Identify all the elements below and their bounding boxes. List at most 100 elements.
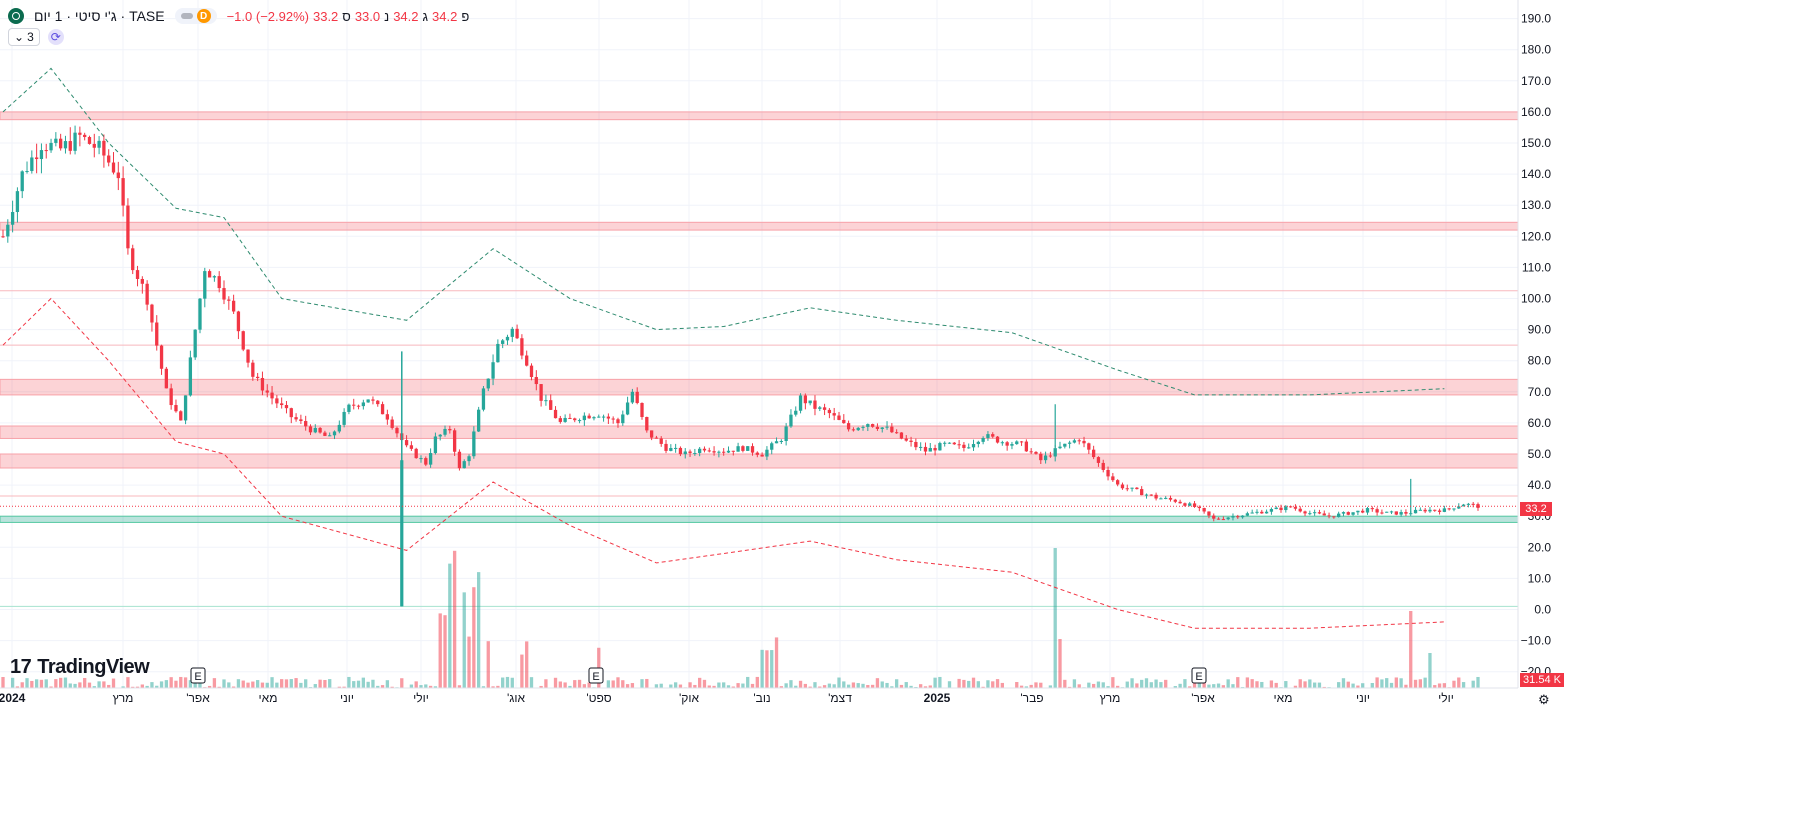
candle-body xyxy=(97,140,101,148)
volume-bar xyxy=(731,686,735,688)
candle-body xyxy=(289,408,293,418)
candle-body xyxy=(755,452,759,455)
y-tick-label: 140.0 xyxy=(1521,167,1551,181)
tradingview-logo[interactable]: 17 TradingView xyxy=(10,656,150,679)
candle-body xyxy=(529,365,534,378)
y-tick-label: 180.0 xyxy=(1521,43,1551,57)
earnings-marker-box xyxy=(1191,667,1207,684)
volume-bar xyxy=(1188,686,1192,688)
volume-bar xyxy=(246,682,250,688)
candle-body xyxy=(92,143,96,148)
y-tick-label: 120.0 xyxy=(1521,229,1551,243)
volume-bar xyxy=(582,684,587,688)
candle-body xyxy=(313,427,317,433)
candle-body xyxy=(231,300,236,312)
volume-bar xyxy=(1452,680,1456,688)
volume-bar xyxy=(779,686,783,688)
candle-body xyxy=(520,338,524,356)
volume-bar xyxy=(1178,683,1182,688)
candle-body xyxy=(962,444,966,448)
candle-body xyxy=(842,419,846,424)
volume-bar xyxy=(798,680,803,688)
volume-bar xyxy=(83,677,87,688)
candle-body xyxy=(1346,512,1350,515)
volume-bar xyxy=(645,678,649,688)
data-status-pill[interactable]: D xyxy=(174,8,217,24)
volume-bar xyxy=(1303,681,1307,688)
settings-gear-icon[interactable]: ⚙ xyxy=(1538,692,1550,707)
volume-bar xyxy=(1212,684,1216,688)
candle-body xyxy=(467,456,471,462)
indicators-toggle-button[interactable]: ⌄ 3 xyxy=(8,28,40,46)
candle-body xyxy=(404,440,409,446)
volume-bar xyxy=(97,681,101,688)
volume-bar xyxy=(938,676,942,688)
volume-bar xyxy=(1087,682,1091,688)
candle-body xyxy=(630,391,635,403)
y-tick-label: 80.0 xyxy=(1528,354,1552,368)
candle-body xyxy=(846,423,851,430)
volume-bar xyxy=(875,678,880,688)
candle-body xyxy=(145,283,149,305)
candle-spike-body xyxy=(400,460,404,607)
volume-bar xyxy=(78,682,82,688)
volume-bar xyxy=(1207,684,1211,688)
volume-bar xyxy=(991,681,995,688)
candle-body xyxy=(376,400,380,405)
x-tick-label: יולי xyxy=(1438,691,1454,705)
candle-body xyxy=(371,399,375,401)
candle-body xyxy=(1202,508,1206,512)
candle-body xyxy=(1385,511,1389,513)
candle-body xyxy=(1245,513,1250,516)
candle-body xyxy=(111,162,116,173)
volume-bar xyxy=(1216,683,1221,688)
chart-header: ג'י סיטי · 1 יום · TASE D −1.0 (−2.92%) … xyxy=(8,6,469,26)
candle-body xyxy=(155,322,159,346)
candle-body xyxy=(818,407,822,409)
volume-bar xyxy=(1149,682,1153,688)
volume-bar xyxy=(1317,682,1322,688)
volume-bar xyxy=(919,684,923,688)
candle-body xyxy=(116,172,120,179)
sync-icon[interactable]: ⟳ xyxy=(47,29,64,45)
volume-bar xyxy=(1255,681,1259,688)
volume-bar xyxy=(722,682,726,688)
candle-body xyxy=(1260,511,1264,514)
volume-bar xyxy=(1293,685,1298,688)
candle-body xyxy=(577,420,582,422)
candle-body xyxy=(774,441,779,444)
x-tick-label: דצמ' xyxy=(828,691,852,705)
volume-bar xyxy=(870,684,875,688)
volume-bar xyxy=(270,677,274,688)
candle-body xyxy=(1279,507,1283,511)
symbol-title[interactable]: ג'י סיטי · 1 יום · TASE xyxy=(34,8,165,24)
candle-body xyxy=(1394,511,1398,515)
volume-bar xyxy=(755,676,759,688)
delay-badge: D xyxy=(196,9,211,23)
y-tick-label: 130.0 xyxy=(1521,198,1551,212)
volume-bar xyxy=(765,650,769,688)
candle-body xyxy=(510,328,514,337)
candle-body xyxy=(207,271,212,278)
candle-body xyxy=(174,405,178,412)
candle-body xyxy=(1082,440,1086,444)
candle-body xyxy=(1029,451,1033,453)
candle-body xyxy=(395,427,399,434)
candle-body xyxy=(640,402,644,418)
y-tick-label: 40.0 xyxy=(1528,478,1552,492)
candle-body xyxy=(1361,510,1365,513)
candle-body xyxy=(332,431,337,436)
candle-body xyxy=(587,415,591,419)
candle-body xyxy=(1231,516,1235,518)
volume-bar xyxy=(813,682,817,688)
y-tick-label: 50.0 xyxy=(1528,447,1552,461)
candle-body xyxy=(645,417,649,431)
candle-body xyxy=(236,311,241,332)
candle-body xyxy=(1226,517,1230,520)
volume-bar xyxy=(1173,686,1177,688)
volume-bar xyxy=(419,685,423,688)
candle-body xyxy=(433,436,438,454)
candle-body xyxy=(44,150,48,152)
candle-body xyxy=(102,140,106,156)
